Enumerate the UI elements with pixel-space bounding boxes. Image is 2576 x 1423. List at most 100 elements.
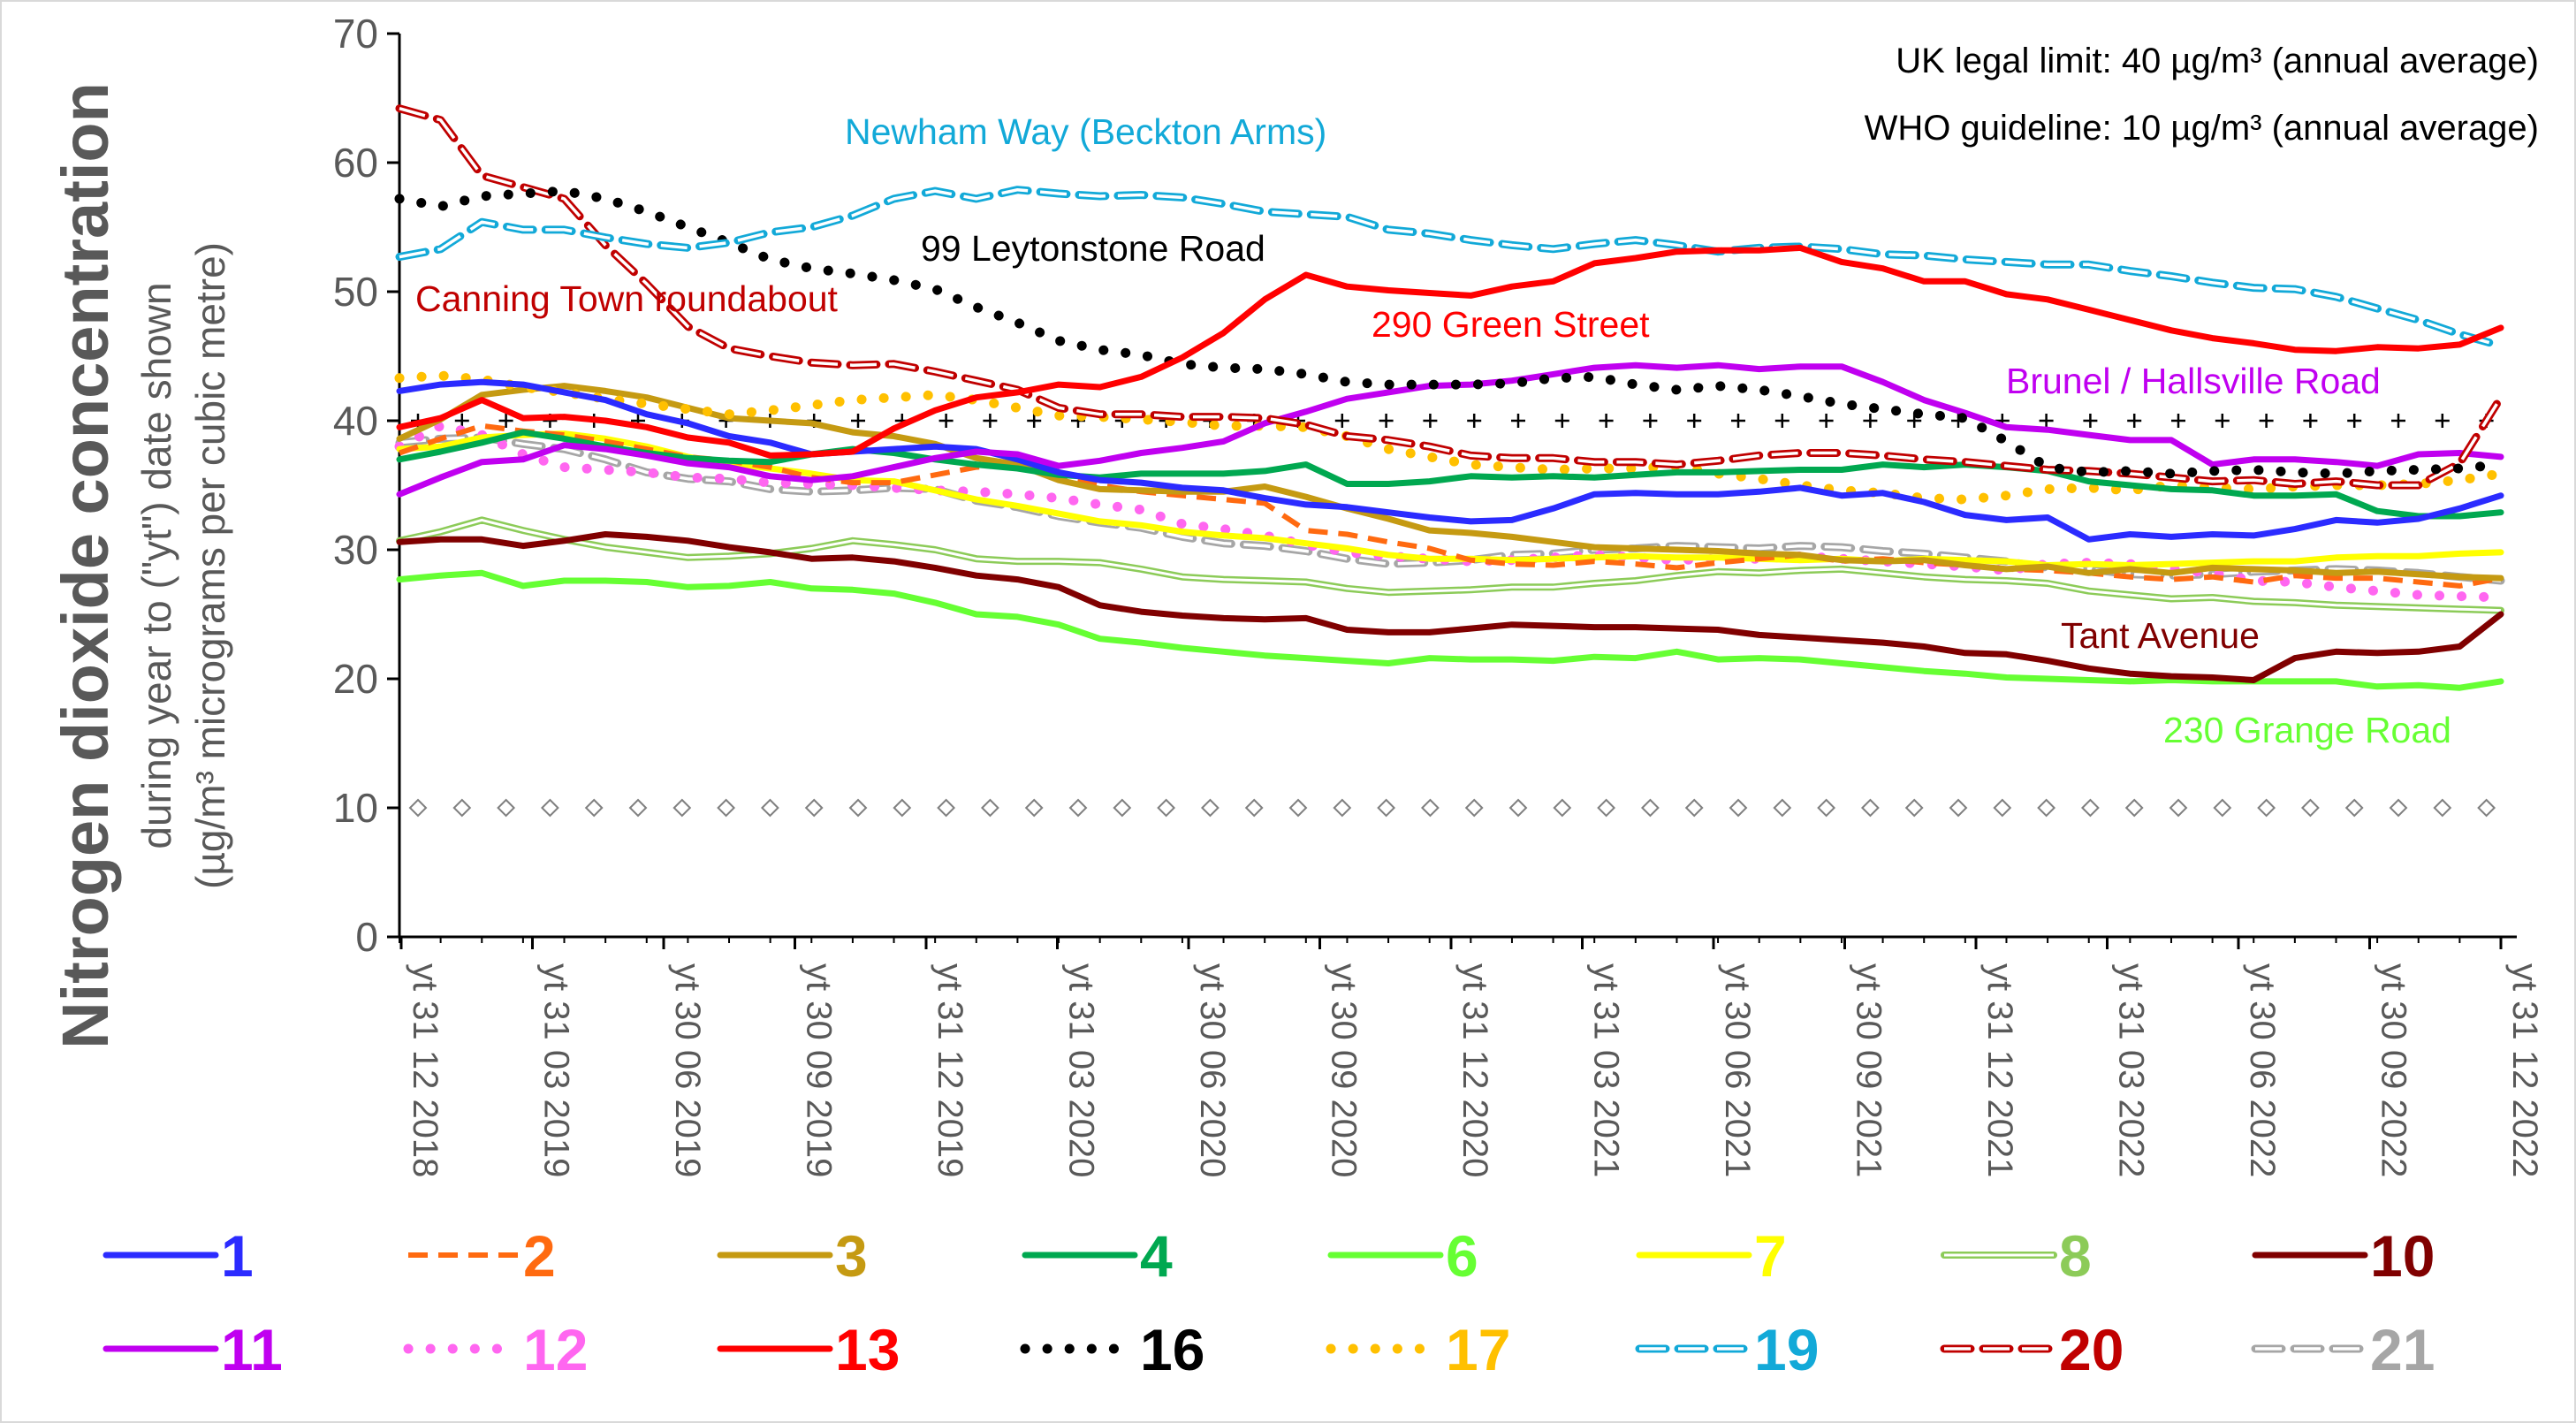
legend-item-8: 8 <box>1941 1223 2092 1289</box>
series-2 <box>399 422 2502 589</box>
x-tick-label: yt 30 09 2022 <box>2375 963 2413 1177</box>
x-tick-label: yt 30 09 2020 <box>1325 963 1364 1177</box>
legend-label-4: 4 <box>1140 1223 1173 1289</box>
annotation-green-street: 290 Green Street <box>1372 304 1650 345</box>
legend-label-8: 8 <box>2059 1223 2092 1289</box>
legend-label-12: 12 <box>523 1317 588 1382</box>
legend-label-16: 16 <box>1140 1317 1204 1382</box>
x-tick-label: yt 31 03 2019 <box>537 963 576 1177</box>
x-tick-label: yt 30 06 2019 <box>668 963 707 1177</box>
x-ticks: yt 31 12 2018 yt 31 03 2019 yt 30 06 2019 y… <box>399 937 2544 1177</box>
series-17 <box>394 370 2506 505</box>
series-line-11 <box>396 361 2504 498</box>
legend-item-2: 2 <box>408 1223 556 1289</box>
series-19 <box>395 186 2505 350</box>
y-tick-label: 50 <box>333 269 378 315</box>
series-line-13 <box>396 244 2504 459</box>
who-guideline-note: WHO guideline: 10 µg/m³ (annual average) <box>1865 109 2539 148</box>
legend-label-3: 3 <box>835 1223 868 1289</box>
series-line-6 <box>396 569 2504 691</box>
x-tick-label: yt 31 12 2019 <box>931 963 969 1177</box>
legend-label-21: 21 <box>2370 1317 2435 1382</box>
legend-item-4: 4 <box>1022 1223 1173 1289</box>
legend-item-1: 1 <box>103 1223 254 1289</box>
series-8 <box>396 516 2504 614</box>
legend-label-13: 13 <box>835 1317 900 1382</box>
legend-item-16: 16 <box>1020 1317 1204 1382</box>
series-16 <box>394 186 2506 479</box>
x-tick-label: yt 31 12 2020 <box>1455 963 1494 1177</box>
legend-item-7: 7 <box>1636 1223 1787 1289</box>
annotation-tant-avenue: Tant Avenue <box>2061 615 2260 656</box>
x-tick-label: yt 31 03 2021 <box>1587 963 1626 1177</box>
series-line-16 <box>394 186 2506 479</box>
annotation-leytonstone-road: 99 Leytonstone Road <box>921 228 1265 269</box>
legend-item-13: 13 <box>717 1317 900 1382</box>
series-11 <box>396 361 2504 498</box>
legend-label-11: 11 <box>221 1317 283 1382</box>
series-line-7 <box>396 430 2504 568</box>
legend-label-7: 7 <box>1754 1223 1787 1289</box>
uk-limit-note: UK legal limit: 40 µg/m³ (annual average… <box>1896 42 2539 80</box>
y-tick-label: 30 <box>333 527 378 573</box>
y-tick-label: 70 <box>333 11 378 57</box>
series-line-17 <box>394 370 2506 505</box>
annotation-grange-road: 230 Grange Road <box>2163 710 2451 750</box>
legend-item-17: 17 <box>1326 1317 1510 1382</box>
x-tick-label: yt 31 12 2018 <box>406 963 445 1177</box>
legend-item-12: 12 <box>403 1317 588 1382</box>
legend-item-10: 10 <box>2252 1223 2435 1289</box>
y-tick-label: 10 <box>333 785 378 831</box>
legend-label-10: 10 <box>2370 1223 2435 1289</box>
y-axis-title: Nitrogen dioxide concentration <box>49 82 122 1049</box>
legend-label-20: 20 <box>2059 1317 2124 1382</box>
series-line-1 <box>396 378 2504 543</box>
x-tick-label: yt 31 12 2022 <box>2505 963 2544 1177</box>
x-tick-label: yt 30 09 2021 <box>1850 963 1888 1177</box>
legend-item-11: 11 <box>103 1317 283 1382</box>
x-tick-label: yt 30 09 2019 <box>800 963 839 1177</box>
y-axis-subtitle-2: (µg/m³ micrograms per cubic metre) <box>187 242 233 889</box>
y-tick-label: 60 <box>333 140 378 186</box>
series-6 <box>396 569 2504 691</box>
x-tick-label: yt 30 06 2021 <box>1718 963 1757 1177</box>
legend-label-2: 2 <box>523 1223 556 1289</box>
legend-label-17: 17 <box>1446 1317 1510 1382</box>
y-axis-subtitle-1: during year to ("yt") date shown <box>133 282 179 848</box>
series-3 <box>396 383 2504 582</box>
x-tick-label: yt 31 03 2022 <box>2112 963 2151 1177</box>
x-tick-label: yt 31 03 2020 <box>1062 963 1101 1177</box>
y-tick-label: 0 <box>355 914 378 960</box>
annotation-newham-way: Newham Way (Beckton Arms) <box>845 111 1326 152</box>
series-line-3 <box>396 383 2504 582</box>
series-1 <box>396 378 2504 543</box>
legend-label-6: 6 <box>1446 1223 1478 1289</box>
legend-label-1: 1 <box>221 1223 254 1289</box>
x-tick-label: yt 30 06 2020 <box>1193 963 1232 1177</box>
legend-item-19: 19 <box>1635 1317 1819 1382</box>
legend-item-20: 20 <box>1940 1317 2124 1382</box>
y-ticks: 0 10 20 30 40 50 60 70 <box>333 11 399 960</box>
series-line-10 <box>396 531 2504 683</box>
series-4 <box>396 429 2504 520</box>
series-7 <box>396 430 2504 568</box>
legend-item-21: 21 <box>2251 1317 2435 1382</box>
annotation-brunel-hallsville: Brunel / Hallsville Road <box>2006 361 2381 401</box>
series-line-2 <box>399 422 2502 589</box>
series-13 <box>396 244 2504 459</box>
series-10 <box>396 531 2504 683</box>
y-tick-label: 40 <box>333 398 378 444</box>
series-lines <box>394 104 2506 691</box>
reference-line-10 <box>408 798 2496 818</box>
x-tick-label: yt 30 06 2022 <box>2243 963 2282 1177</box>
series-line-4 <box>396 429 2504 520</box>
legend-label-19: 19 <box>1754 1317 1819 1382</box>
legend-item-6: 6 <box>1327 1223 1478 1289</box>
annotation-canning-town: Canning Town roundabout <box>415 278 839 319</box>
legend-item-3: 3 <box>717 1223 868 1289</box>
y-tick-label: 20 <box>333 656 378 702</box>
